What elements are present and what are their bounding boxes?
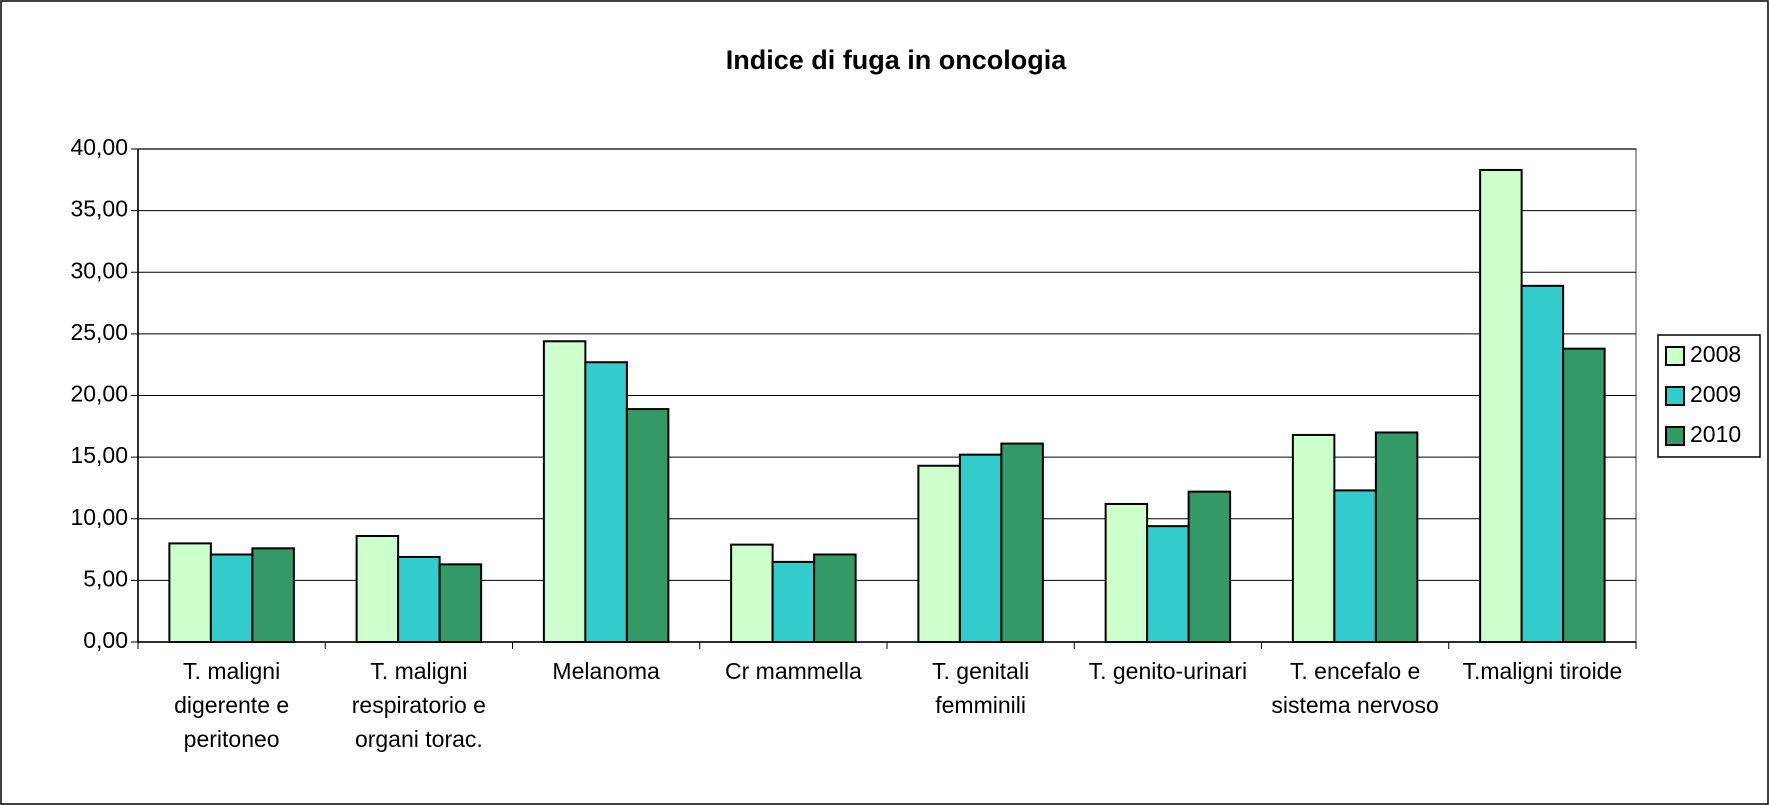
y-tick-label: 35,00 [70, 196, 128, 222]
y-tick-label: 0,00 [83, 627, 128, 653]
bar [355, 535, 400, 644]
bar [1291, 433, 1336, 643]
bar [1146, 525, 1190, 644]
y-tick-label: 40,00 [70, 134, 128, 160]
x-tick-label: T. maligni respiratorio e organi torac. [351, 658, 486, 752]
chart-title: Indice di fuga in oncologia [726, 45, 1067, 75]
legend-swatch [1665, 386, 1685, 406]
legend-swatch [1665, 426, 1685, 446]
bar [251, 547, 295, 644]
bar [1000, 442, 1044, 643]
legend-label: 2009 [1690, 381, 1741, 407]
x-tick-label: Melanoma [552, 658, 660, 684]
bar [1520, 284, 1565, 643]
bar [397, 555, 441, 644]
bar [771, 560, 816, 644]
bar [209, 553, 254, 643]
y-tick-label: 15,00 [70, 442, 128, 468]
x-tick-label: T. genito-urinari [1088, 658, 1248, 684]
x-tick-label: T. encefalo e sistema nervoso [1271, 658, 1439, 718]
bar [1104, 502, 1149, 643]
bar [917, 464, 961, 643]
y-tick-label: 10,00 [70, 504, 128, 530]
y-tick-label: 30,00 [70, 257, 128, 283]
y-tick-label: 20,00 [70, 381, 128, 407]
bar [1479, 168, 1523, 643]
bar [813, 553, 857, 643]
x-tick-label: T. genitali femminili [932, 658, 1030, 718]
y-tick-label: 5,00 [83, 565, 128, 591]
bar [168, 542, 212, 644]
bar [730, 543, 774, 644]
bar [1374, 431, 1419, 643]
legend-label: 2010 [1690, 421, 1741, 447]
bar [625, 408, 670, 643]
bar [1562, 347, 1606, 643]
bar [584, 361, 628, 643]
bar [438, 563, 483, 643]
bar [958, 453, 1003, 643]
legend-label: 2008 [1690, 341, 1741, 367]
bar [1187, 490, 1232, 644]
bar [542, 340, 587, 643]
bar [1333, 489, 1377, 643]
y-tick-label: 25,00 [70, 319, 128, 345]
x-tick-label: T.maligni tiroide [1462, 658, 1623, 684]
legend-swatch [1665, 346, 1685, 366]
x-tick-label: Cr mammella [725, 658, 862, 684]
x-tick-label: T. maligni digerente e peritoneo [174, 658, 290, 752]
